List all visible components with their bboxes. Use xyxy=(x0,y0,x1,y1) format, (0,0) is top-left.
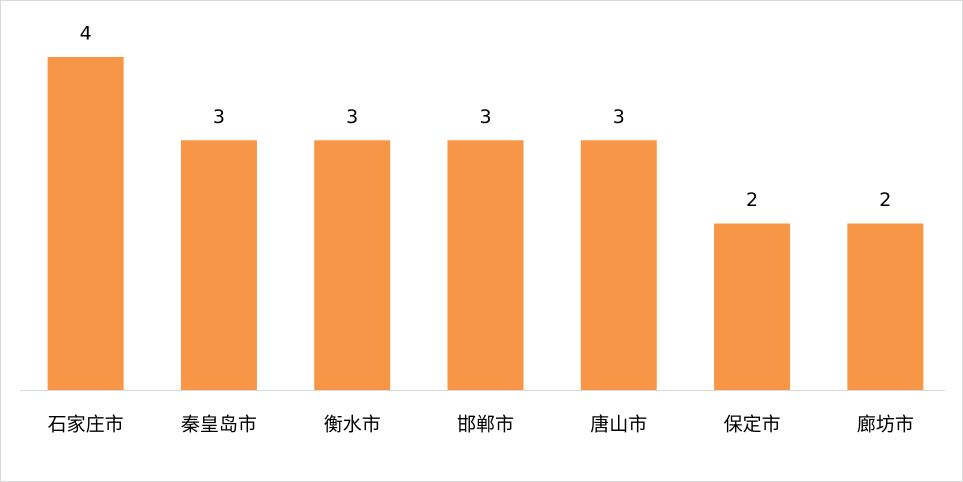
x-tick-label: 邯郸市 xyxy=(457,414,514,436)
bar xyxy=(180,140,257,390)
bar xyxy=(47,57,124,390)
x-tick-label: 秦皇岛市 xyxy=(181,414,257,436)
data-label: 3 xyxy=(213,106,225,128)
x-tick-label: 衡水市 xyxy=(324,414,381,436)
data-label: 3 xyxy=(613,106,625,128)
x-tick-label: 唐山市 xyxy=(590,414,647,436)
data-label: 3 xyxy=(479,106,491,128)
bar xyxy=(847,223,924,390)
data-label: 4 xyxy=(80,23,92,45)
x-tick-label: 廊坊市 xyxy=(857,414,914,436)
x-tick-label: 保定市 xyxy=(724,414,781,436)
bar xyxy=(447,140,524,390)
data-label: 2 xyxy=(746,189,758,211)
bar xyxy=(314,140,391,390)
data-label: 3 xyxy=(346,106,358,128)
data-label: 2 xyxy=(879,189,891,211)
bar xyxy=(580,140,657,390)
bar xyxy=(714,223,791,390)
x-tick-label: 石家庄市 xyxy=(48,414,124,436)
